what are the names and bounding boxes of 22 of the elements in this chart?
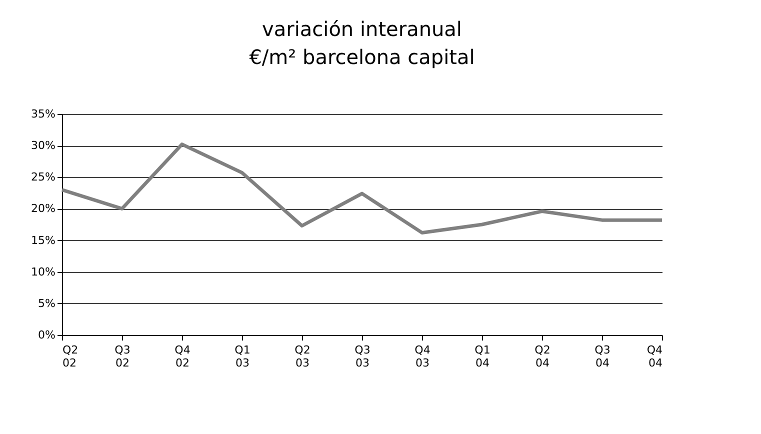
y-tick-label: 25% — [31, 170, 56, 184]
y-tick-label: 35% — [31, 108, 56, 120]
chart-title: variación interanual — [262, 17, 462, 41]
x-tick-label: Q2 04 — [534, 344, 550, 370]
x-tick-label: Q3 02 — [114, 344, 130, 370]
x-tick-label: Q4 02 — [174, 344, 190, 370]
x-tick-label: Q1 04 — [474, 344, 490, 370]
x-tick-label: Q3 03 — [354, 344, 370, 370]
line-series — [60, 142, 664, 234]
y-tick-label: 30% — [31, 139, 56, 152]
y-tick-label: 0% — [38, 328, 56, 342]
y-tick-label: 5% — [38, 296, 56, 310]
x-tick-label: Q3 04 — [594, 344, 610, 370]
y-tick-label: 15% — [31, 234, 56, 247]
x-tick-label: Q4 03 — [414, 344, 430, 370]
y-tick-label: 20% — [31, 202, 56, 216]
y-tick-label: 10% — [31, 265, 56, 278]
x-tick-label: Q4 04 — [646, 344, 662, 370]
x-tick-label: Q1 03 — [234, 344, 250, 370]
x-tick-label: Q2 02 — [62, 344, 78, 370]
x-tick-label: Q2 03 — [294, 344, 310, 370]
chart-subtitle: €/m² barcelona capital — [249, 45, 475, 69]
